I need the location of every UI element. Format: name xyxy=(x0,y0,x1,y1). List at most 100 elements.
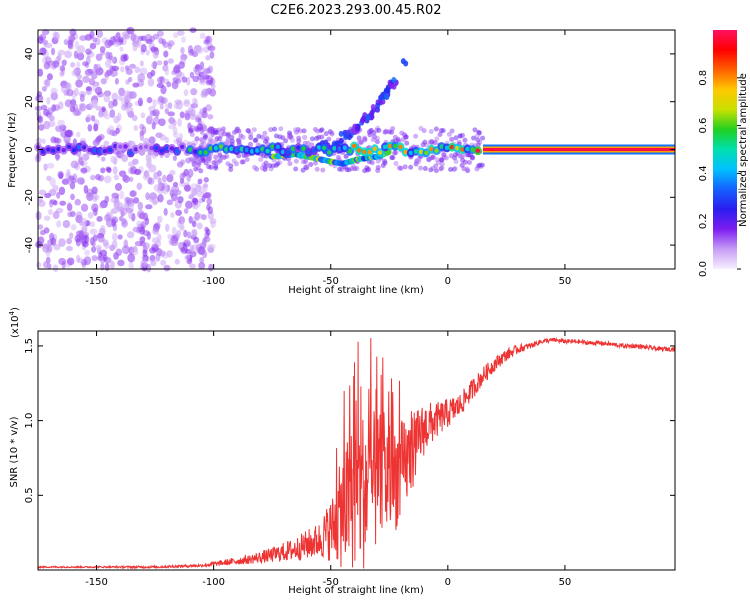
carrier-point-core xyxy=(229,146,234,152)
spectrogram-noise-speck xyxy=(103,140,110,147)
carrier-point-core xyxy=(208,146,214,151)
spectrogram-noise-speck xyxy=(85,48,92,55)
spectrogram-noise-speck xyxy=(91,84,96,92)
spectrogram-noise-speck xyxy=(145,39,153,45)
spectrogram-noise-speck xyxy=(132,44,138,52)
snr-y-axis-label: SNR (10 * v/v) xyxy=(9,416,20,487)
spectrogram-halo-speck xyxy=(437,131,443,137)
spectrogram-noise-speck xyxy=(140,112,146,119)
snr-y-tick-label: 1.5 xyxy=(24,338,35,354)
spectrogram-noise-speck xyxy=(111,92,119,102)
spectrogram-halo-speck xyxy=(225,132,231,138)
spectrogram-noise-speck xyxy=(181,36,186,44)
spectrogram-noise-speck xyxy=(184,184,192,192)
snr-y-ticks: 0.5 1.0 1.5 xyxy=(24,338,675,503)
carrier-point-core xyxy=(455,145,460,151)
spectrogram-noise-speck xyxy=(142,242,150,250)
spectrogram-noise-speck xyxy=(39,229,46,236)
spectrogram-noise-speck xyxy=(166,173,174,183)
spectrogram-noise-speck xyxy=(164,103,172,109)
snr-x-tick-label: -50 xyxy=(323,577,339,588)
spectrogram-noise-speck xyxy=(103,256,112,264)
carrier-point-core xyxy=(203,150,208,155)
carrier-point-core xyxy=(107,147,113,153)
spectrogram-noise-speck xyxy=(194,64,201,70)
spectrogram-halo-speck xyxy=(441,152,447,158)
spectrogram-noise-speck xyxy=(64,129,73,138)
spectrogram-halo-speck xyxy=(374,135,380,141)
spectrogram-noise-speck xyxy=(150,259,157,267)
snr-multiplier-base: (x10 xyxy=(10,315,21,338)
spectrogram-noise-speck xyxy=(64,82,71,90)
spectrogram-noise-speck xyxy=(163,60,169,66)
spectrogram-noise-speck xyxy=(189,71,195,79)
spectrogram-noise-speck xyxy=(94,64,100,71)
spectrogram-noise-speck xyxy=(191,229,198,237)
spectrogram-halo-speck xyxy=(464,166,470,172)
colorbar-tick-label: 0.8 xyxy=(698,70,709,86)
spectrogram-noise-speck xyxy=(121,247,127,254)
spectrogram-halo-speck xyxy=(202,134,208,140)
spectrogram-noise-speck xyxy=(91,240,96,247)
carrier-point-core xyxy=(92,148,97,153)
spectrogram-noise-speck xyxy=(35,137,43,144)
spectrogram-noise-speck xyxy=(38,124,45,131)
spectrogram-halo-speck xyxy=(375,164,381,170)
spectrogram-halo-speck xyxy=(362,137,368,143)
spectrogram-noise-speck xyxy=(56,138,62,144)
spectrogram-noise-speck xyxy=(96,216,103,222)
spectrogram-noise-speck xyxy=(100,167,106,174)
spectrogram-halo-speck xyxy=(248,135,254,141)
carrier-point-core xyxy=(351,143,357,149)
spectrogram-halo-speck xyxy=(439,165,445,171)
spectrogram-noise-speck xyxy=(134,168,142,175)
spectrogram-noise-speck xyxy=(151,243,159,252)
spectrogram-halo-speck xyxy=(433,126,439,132)
spectrogram-noise-speck xyxy=(62,220,71,229)
spectrogram-noise-speck xyxy=(159,134,167,141)
carrier-point-core xyxy=(113,143,118,149)
spectrogram-panel: -150 -100 -50 0 50 -40 -20 0 20 40 Height of str… xyxy=(7,26,676,296)
spectrogram-noise-speck xyxy=(176,229,182,238)
spectrogram-noise-speck xyxy=(77,177,85,185)
spectrogram-noise-speck xyxy=(92,196,98,203)
snr-y-tick-label: 0.5 xyxy=(24,487,35,503)
carrier-point-core xyxy=(169,146,175,151)
spectrogram-halo-speck xyxy=(206,158,212,164)
spectrogram-noise-speck xyxy=(66,202,72,210)
spectrogram-noise-speck xyxy=(208,263,214,272)
spectrogram-noise-speck xyxy=(109,129,116,136)
spectrogram-noise-speck xyxy=(181,76,188,83)
spectrogram-noise-speck xyxy=(71,70,80,77)
spectrogram-noise-speck xyxy=(57,170,64,179)
spectrogram-halo-speck xyxy=(262,138,268,144)
spectrogram-noise-speck xyxy=(145,192,150,201)
spectrogram-noise-speck xyxy=(136,220,142,228)
spectrogram-noise-speck xyxy=(87,124,93,132)
spectrogram-noise-speck xyxy=(146,158,152,166)
spectrogram-halo-speck xyxy=(432,140,438,146)
carrier-point-core xyxy=(260,146,265,152)
spectrogram-noise-speck xyxy=(137,73,146,83)
spectrogram-y-ticks: -40 -20 0 20 40 xyxy=(24,48,675,253)
spectrogram-noise-speck xyxy=(145,204,153,210)
spectrogram-noise-speck xyxy=(82,61,89,67)
spectrogram-noise-speck xyxy=(64,99,73,108)
spectrogram-noise-speck xyxy=(170,193,178,202)
spectrogram-noise-speck xyxy=(37,224,44,230)
colorbar-ticks: 0.0 0.2 0.4 0.6 0.8 xyxy=(698,70,741,277)
spectrogram-noise-speck xyxy=(104,214,112,222)
spectrogram-noise-speck xyxy=(171,226,177,236)
spectrogram-halo-speck xyxy=(193,166,199,172)
spectrogram-noise-speck xyxy=(103,94,111,103)
carrier-point-core xyxy=(316,145,322,150)
spectrogram-noise-speck xyxy=(46,162,55,169)
snr-x-axis-label: Height of straight line (km) xyxy=(288,585,424,596)
spectrogram-noise-speck xyxy=(65,245,73,252)
spectrogram-noise-speck xyxy=(156,233,162,242)
spectrogram-branch-point xyxy=(384,93,390,100)
spectrogram-halo-speck xyxy=(323,131,329,137)
spectrogram-halo-speck xyxy=(302,134,308,140)
spectrogram-noise-speck xyxy=(198,71,204,78)
carrier-point-core xyxy=(239,146,244,152)
